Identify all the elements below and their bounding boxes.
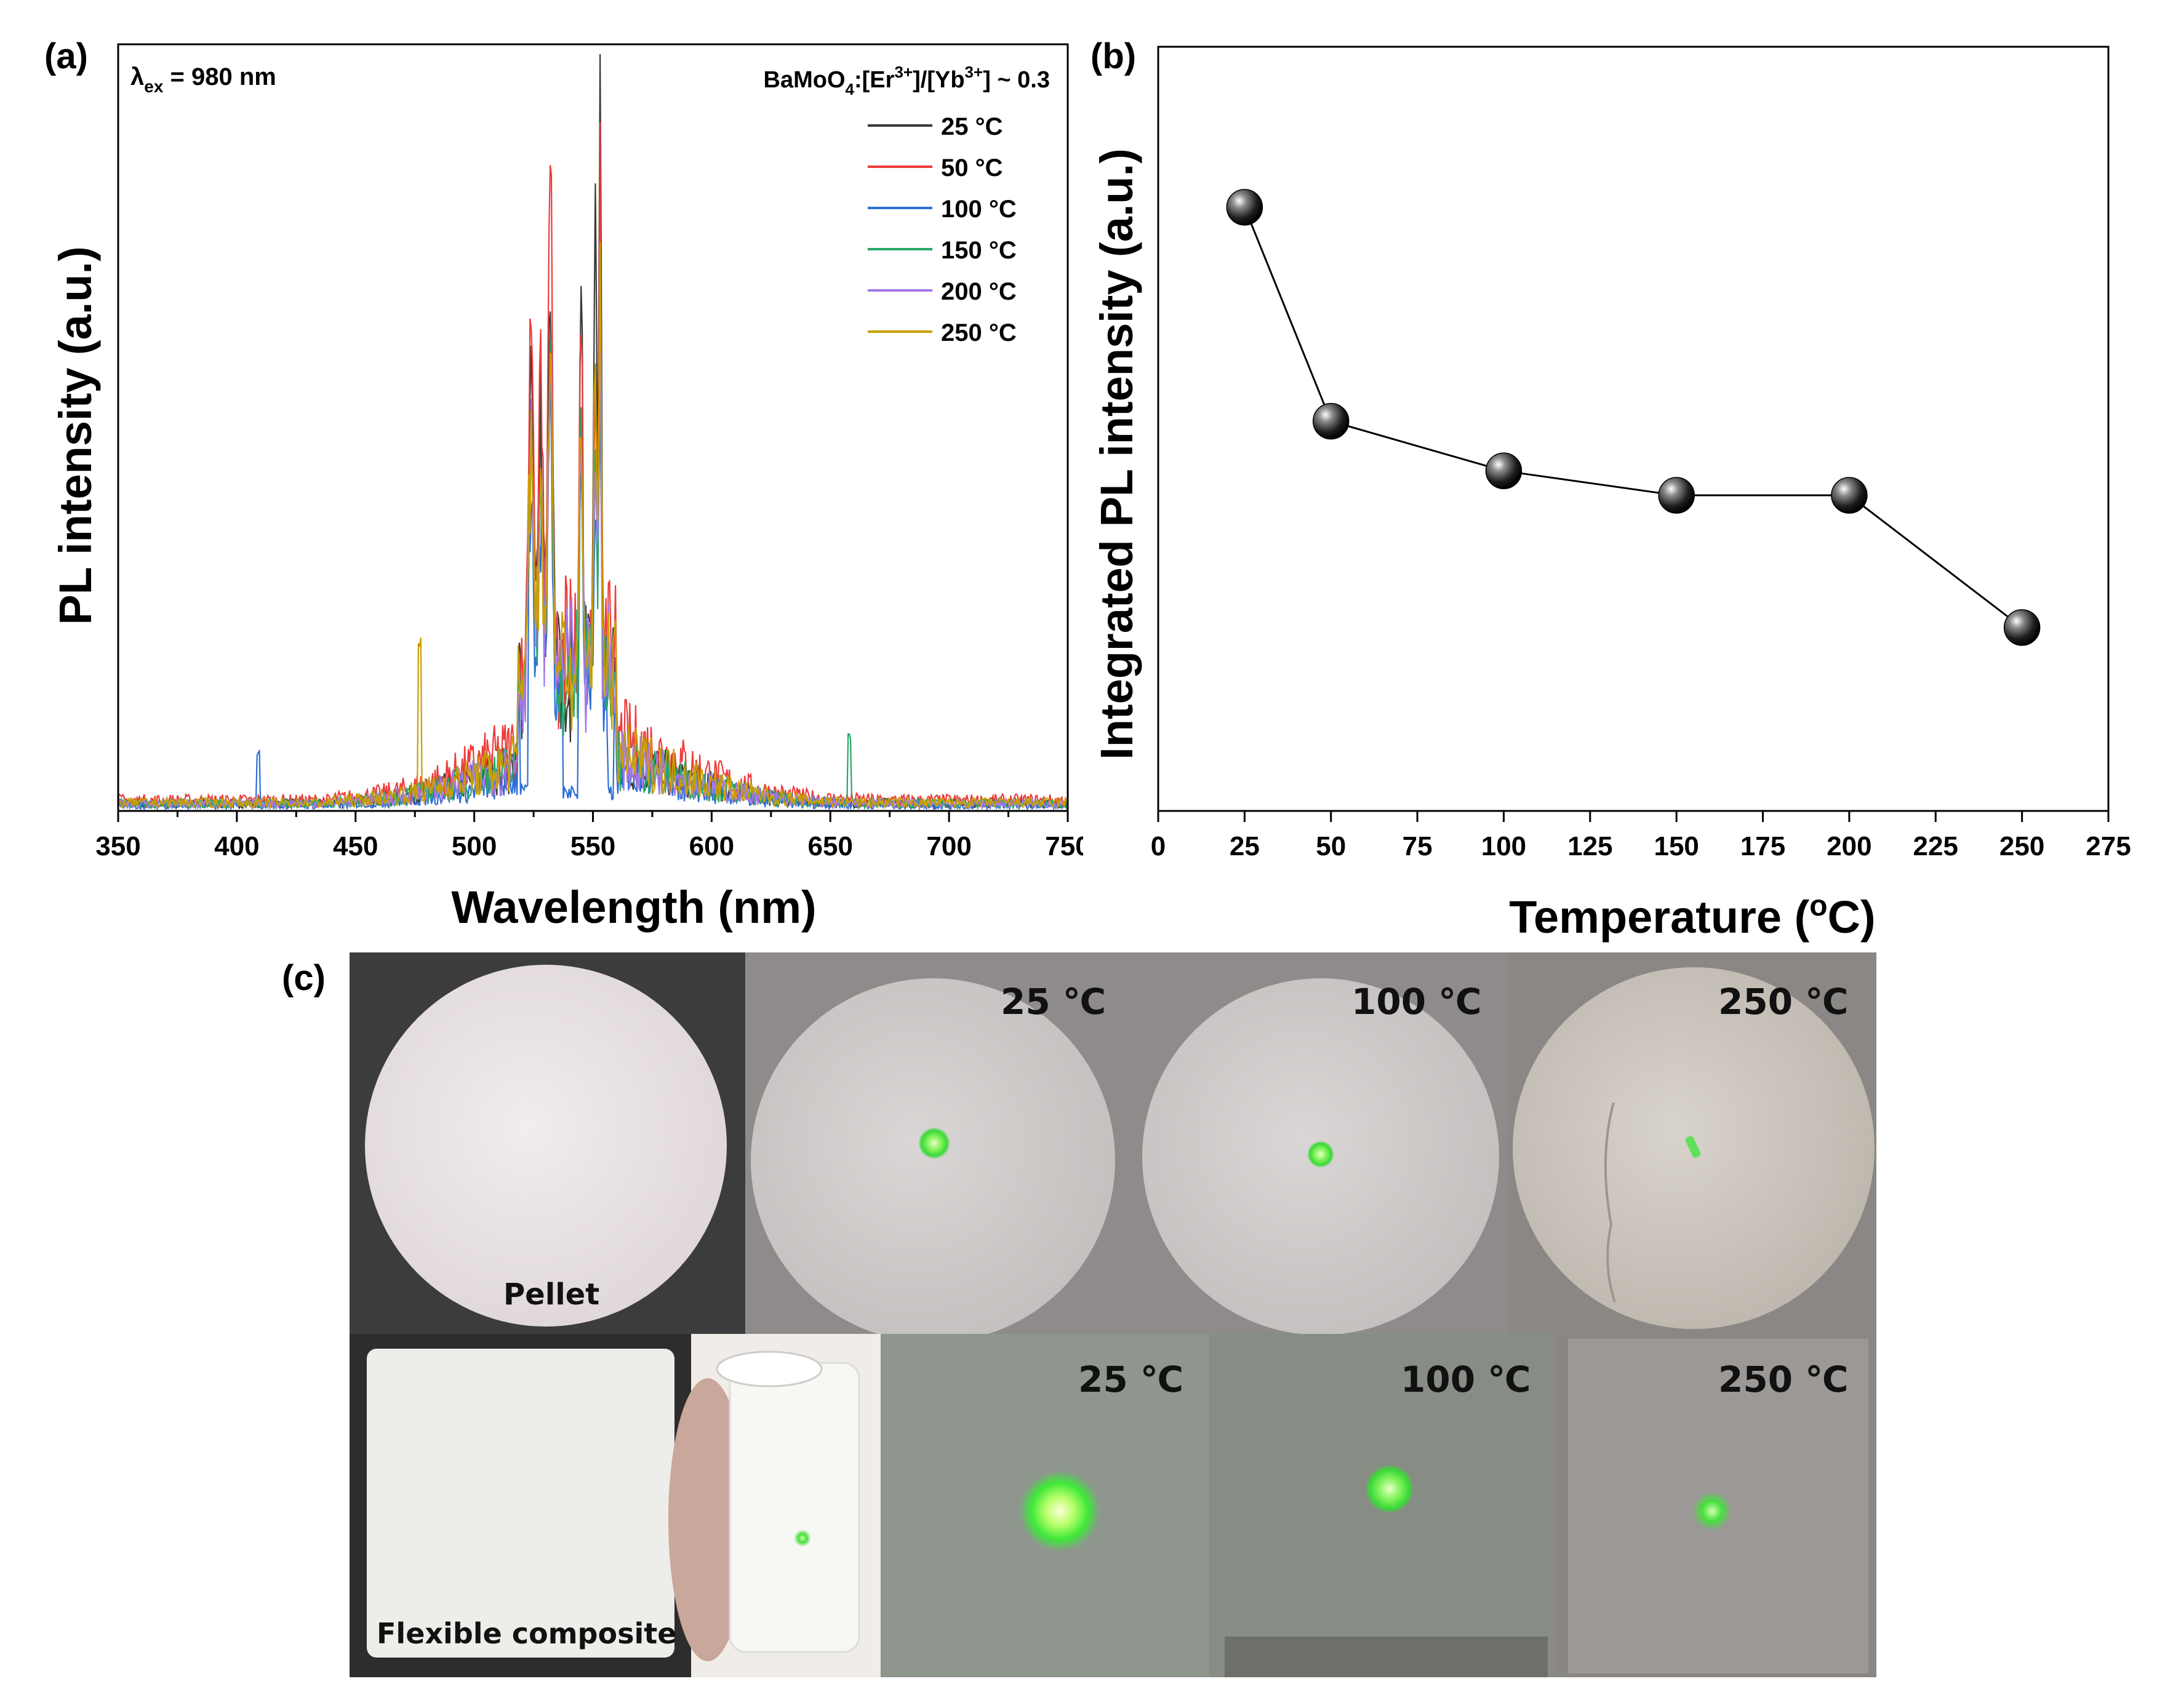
x-tick-label-b: 75: [1403, 831, 1433, 861]
legend-entry: 100 °C: [941, 196, 1017, 223]
data-point-200: [1831, 477, 1868, 514]
data-line: [1243, 207, 2023, 629]
legend-entry: 150 °C: [941, 237, 1017, 264]
x-tick-label-b: 150: [1654, 831, 1699, 861]
temp-label-25c-pellet: 25 ℃: [1001, 981, 1107, 1023]
temp-label-100c-composite: 100 ℃: [1401, 1359, 1531, 1400]
x-axis-label-b: Temperature (oC): [1509, 890, 1875, 943]
integrated-intensity-chart: Integrated PL intensity (a.u.) Temperatu…: [1091, 46, 2131, 943]
legend-entry: 200 °C: [941, 278, 1017, 305]
plot-frame-b: [1157, 46, 2110, 812]
y-axis-label-b: Integrated PL intensity (a.u.): [1091, 148, 1142, 760]
x-tick-label: 450: [333, 831, 378, 861]
temp-label-100c-pellet: 100 ℃: [1351, 981, 1482, 1023]
x-tick-label-b: 175: [1740, 831, 1785, 861]
x-tick-label: 550: [570, 831, 615, 861]
legend-entry: 50 °C: [941, 154, 1003, 182]
green-spot-25c-composite: [1019, 1471, 1100, 1552]
temp-label-250c-pellet: 250 ℃: [1718, 981, 1849, 1023]
x-tick-label: 400: [214, 831, 259, 861]
x-tick-label: 350: [95, 831, 140, 861]
data-point-25: [1226, 189, 1263, 226]
green-spot-100c-pellet: [1307, 1141, 1334, 1168]
composite-label: Flexible composite: [377, 1617, 677, 1650]
data-point-250: [2003, 609, 2041, 646]
x-tick-label-b: 225: [1913, 831, 1958, 861]
x-tick-label-b: 0: [1151, 831, 1166, 861]
panel-a-label: (a): [44, 36, 88, 76]
x-tick-label: 600: [689, 831, 734, 861]
crack-line: [1604, 1102, 1616, 1303]
green-spot-25c-pellet: [918, 1127, 950, 1159]
temp-label-250c-composite: 250 ℃: [1718, 1359, 1849, 1400]
x-tick-label: 650: [808, 831, 853, 861]
panel-b-label: (b): [1091, 36, 1137, 76]
x-tick-label-b: 275: [2086, 831, 2131, 861]
x-tick-label-b: 25: [1230, 831, 1260, 861]
x-tick-label: 750: [1045, 831, 1083, 861]
spectrum-series-250c: [117, 241, 1068, 810]
x-tick-label-b: 250: [1999, 831, 2044, 861]
green-spot-250c-composite: [1692, 1491, 1732, 1531]
bent-composite-body: [729, 1362, 860, 1653]
temp-label-25c-composite: 25 ℃: [1078, 1359, 1184, 1400]
x-tick-label-b: 50: [1316, 831, 1346, 861]
green-spot-100c-composite: [1365, 1464, 1414, 1514]
legend-entry: 25 °C: [941, 113, 1003, 140]
x-tick-label-b: 100: [1481, 831, 1526, 861]
composite-sheet: [367, 1349, 674, 1658]
excitation-annotation: λex = 980 nm: [130, 63, 276, 96]
legend-entry: 250 °C: [941, 319, 1017, 346]
finger: [668, 1378, 747, 1661]
x-axis-label: Wavelength (nm): [451, 882, 816, 933]
y-axis-label: PL intensity (a.u.): [50, 246, 101, 625]
spectrum-chart: PL intensity (a.u.) Wavelength (nm) λex …: [50, 43, 1083, 933]
composite-roll-top: [716, 1351, 823, 1387]
x-tick-label-b: 125: [1567, 831, 1612, 861]
pellet-disc: [365, 965, 727, 1327]
green-spot-bent: [794, 1530, 811, 1547]
data-point-100: [1485, 452, 1523, 490]
green-spot-250c-pellet: [1685, 1136, 1701, 1158]
pellet-label: Pellet: [503, 1277, 600, 1312]
pellet-25c-disc: [751, 978, 1115, 1343]
data-point-50: [1312, 402, 1350, 440]
composite-100c-base: [1225, 1637, 1548, 1677]
data-point-150: [1658, 477, 1695, 514]
x-tick-label-b: 200: [1827, 831, 1871, 861]
panel-c-label: (c): [282, 958, 326, 998]
legend-title: BaMoO4:[Er3+]/[Yb3+] ~ 0.3: [764, 63, 1050, 98]
x-tick-label: 500: [452, 831, 497, 861]
x-tick-label: 700: [926, 831, 971, 861]
